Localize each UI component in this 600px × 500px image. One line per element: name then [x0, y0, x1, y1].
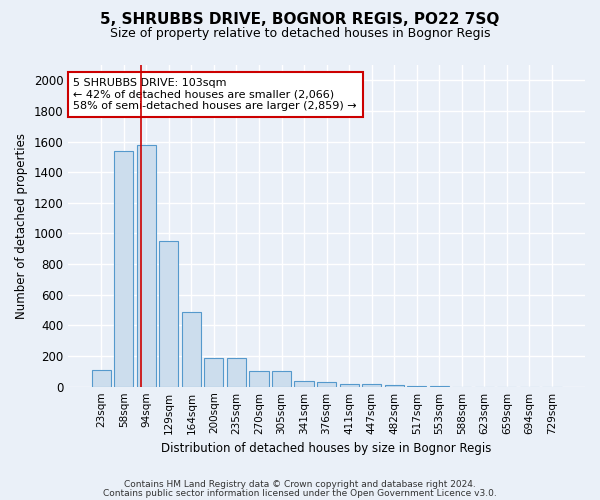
Y-axis label: Number of detached properties: Number of detached properties — [15, 133, 28, 319]
Bar — [317, 382, 336, 386]
Bar — [295, 380, 314, 386]
Text: 5 SHRUBBS DRIVE: 103sqm
← 42% of detached houses are smaller (2,066)
58% of semi: 5 SHRUBBS DRIVE: 103sqm ← 42% of detache… — [73, 78, 357, 111]
Bar — [340, 384, 359, 386]
Bar — [114, 151, 133, 386]
Bar — [92, 370, 111, 386]
Bar — [385, 385, 404, 386]
Bar — [159, 241, 178, 386]
Bar — [137, 144, 156, 386]
Text: Contains HM Land Registry data © Crown copyright and database right 2024.: Contains HM Land Registry data © Crown c… — [124, 480, 476, 489]
Bar — [227, 358, 246, 386]
Text: Size of property relative to detached houses in Bognor Regis: Size of property relative to detached ho… — [110, 28, 490, 40]
Text: 5, SHRUBBS DRIVE, BOGNOR REGIS, PO22 7SQ: 5, SHRUBBS DRIVE, BOGNOR REGIS, PO22 7SQ — [100, 12, 500, 28]
Bar — [182, 312, 201, 386]
Bar — [205, 358, 223, 386]
Bar — [250, 372, 269, 386]
Bar — [362, 384, 381, 386]
Text: Contains public sector information licensed under the Open Government Licence v3: Contains public sector information licen… — [103, 488, 497, 498]
X-axis label: Distribution of detached houses by size in Bognor Regis: Distribution of detached houses by size … — [161, 442, 492, 455]
Bar — [272, 372, 291, 386]
